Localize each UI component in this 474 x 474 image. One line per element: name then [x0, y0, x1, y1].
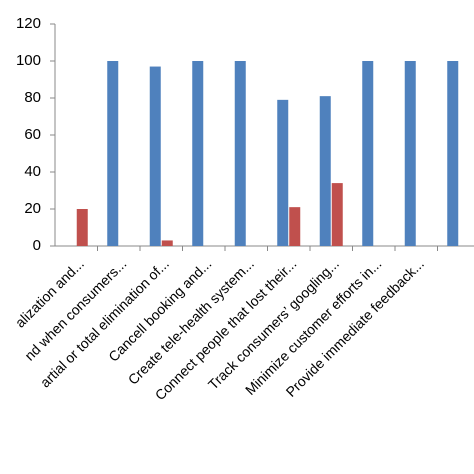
bar: [192, 61, 204, 246]
bar: [277, 99, 289, 246]
y-tick-label: 100: [16, 52, 41, 69]
y-tick-label: 0: [33, 237, 41, 254]
bar: [447, 61, 459, 246]
bar: [107, 61, 119, 246]
bar: [161, 240, 173, 246]
y-tick-label: 40: [24, 163, 41, 180]
y-tick-label: 80: [24, 89, 41, 106]
y-tick-label: 20: [24, 200, 41, 217]
y-tick-label: 60: [24, 126, 41, 143]
bar: [76, 209, 88, 246]
bar: [289, 207, 301, 246]
y-tick-label: 120: [16, 15, 41, 32]
bar: [331, 183, 343, 246]
bar: [362, 61, 374, 246]
bar: [404, 61, 416, 246]
bar: [149, 66, 161, 246]
bar: [319, 96, 331, 247]
bar: [234, 61, 246, 246]
